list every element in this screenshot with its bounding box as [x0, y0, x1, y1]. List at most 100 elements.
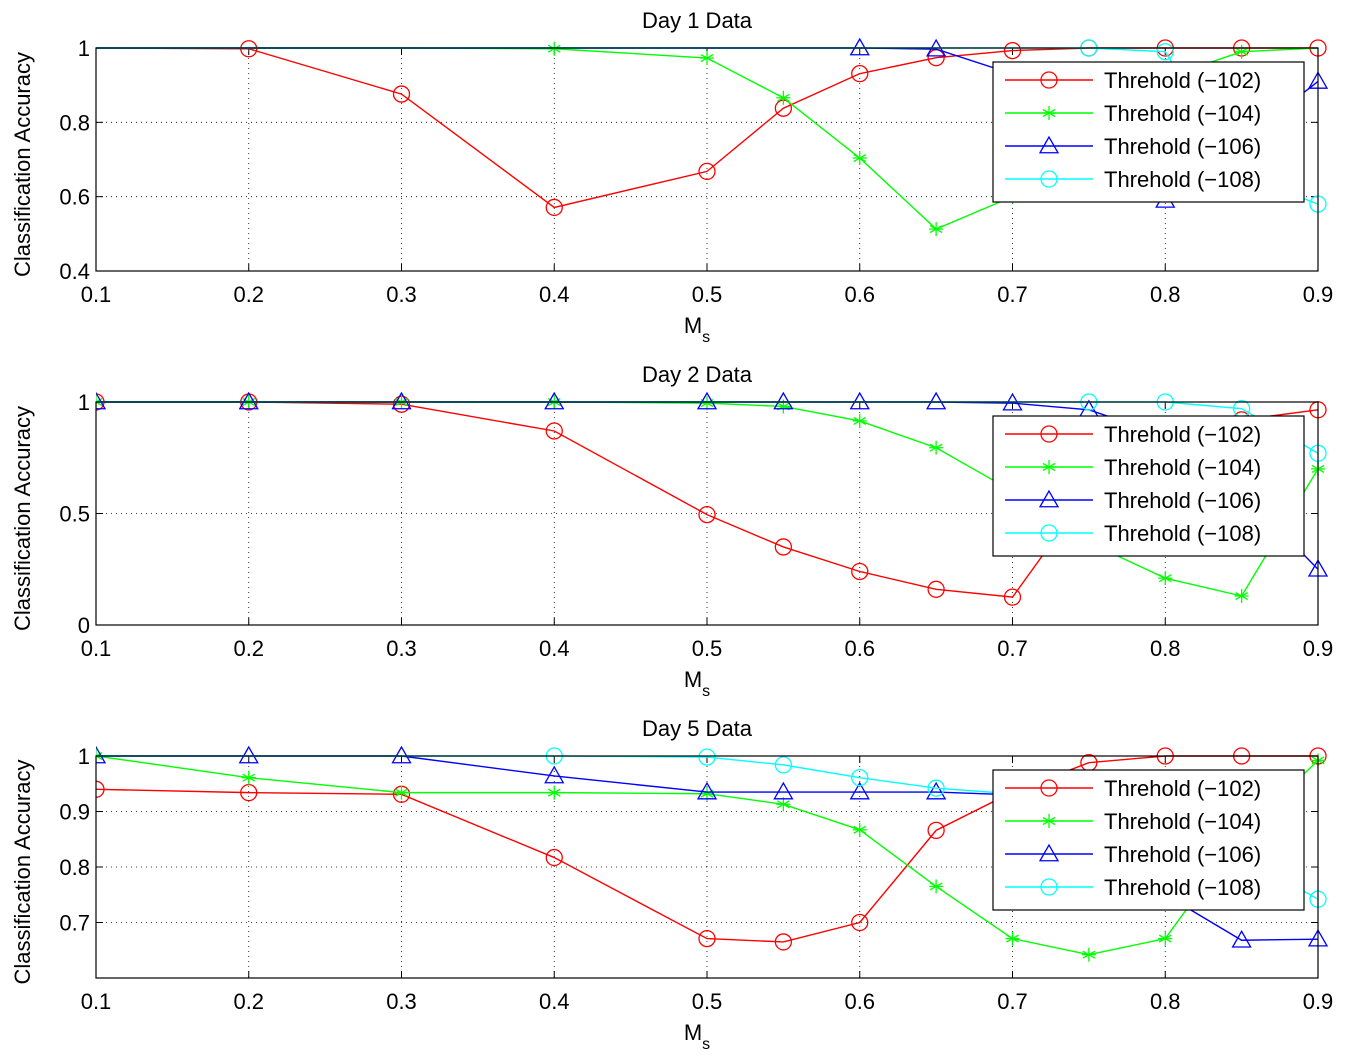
- data-point: [1003, 588, 1022, 606]
- y-tick-label: 0.8: [59, 855, 90, 880]
- data-point: [1003, 41, 1022, 60]
- series-2: [96, 749, 1325, 962]
- data-point: [240, 40, 258, 58]
- y-tick-label: 0.6: [59, 185, 90, 210]
- x-tick-label: 0.9: [1303, 636, 1334, 661]
- x-axis-label-sub: s: [702, 683, 710, 700]
- data-point: [241, 770, 256, 785]
- data-point: [545, 422, 563, 440]
- data-point: [391, 391, 412, 410]
- data-point: [1234, 44, 1249, 59]
- data-point: [698, 505, 716, 524]
- legend-marker: [1040, 425, 1058, 443]
- data-point: [851, 64, 869, 83]
- data-point: [929, 440, 944, 455]
- data-point: [926, 781, 947, 800]
- chart-panel-3: 0.1 0.2 0.3 0.4 0.5 0.6 0.7 0.8 0.9 0.7 0.8 0.9 1 Day…: [10, 716, 1333, 1053]
- y-tick-label: 1: [78, 744, 90, 769]
- data-point: [698, 162, 716, 181]
- x-tick-label: 0.1: [81, 989, 112, 1014]
- legend-label: Threhold (−106): [1104, 842, 1261, 867]
- legend: Threhold (−102) Threhold (−104) Threhold (…: [992, 769, 1305, 911]
- x-tick-label: 0.7: [997, 282, 1028, 307]
- legend-marker: [1038, 135, 1060, 154]
- x-tick-label: 0.3: [386, 282, 417, 307]
- legend-label: Threhold (−104): [1104, 455, 1261, 480]
- axes-frame: [95, 755, 1319, 979]
- legend-marker: [1042, 106, 1056, 120]
- legend-marker: [1040, 524, 1058, 542]
- y-tick-label: 1: [78, 36, 90, 61]
- y-axis-label: Classification Accuracy: [10, 760, 35, 985]
- data-point: [774, 933, 793, 951]
- data-point: [773, 781, 794, 800]
- data-point: [852, 151, 867, 166]
- x-tick-label: 0.8: [1150, 636, 1181, 661]
- x-tick-label: 0.8: [1150, 282, 1181, 307]
- data-point: [773, 391, 794, 410]
- legend-marker: [1042, 460, 1056, 474]
- x-tick-label: 0.6: [844, 989, 875, 1014]
- x-axis-label-main: M: [684, 313, 702, 338]
- legend-label: Threhold (−108): [1104, 875, 1261, 900]
- legend-marker: [1040, 170, 1058, 188]
- x-tick-label: 0.4: [539, 636, 570, 661]
- x-tick-label: 0.3: [386, 636, 417, 661]
- data-point: [851, 913, 869, 932]
- data-point: [774, 538, 793, 556]
- x-tick-label: 0.5: [692, 636, 723, 661]
- legend-label: Threhold (−108): [1104, 167, 1261, 192]
- legend-marker: [1038, 843, 1060, 862]
- x-axis-label: Ms: [684, 313, 710, 346]
- y-tick-label: 0.9: [59, 800, 90, 825]
- legend-label: Threhold (−102): [1104, 776, 1261, 801]
- y-tick-label: 0.4: [59, 259, 90, 284]
- data-point: [391, 745, 412, 764]
- x-axis-label-sub: s: [702, 329, 710, 346]
- data-point: [776, 797, 791, 812]
- data-point: [849, 37, 870, 56]
- x-tick-label: 0.5: [692, 989, 723, 1014]
- x-axis-label: Ms: [684, 667, 710, 700]
- legend-label: Threhold (−104): [1104, 101, 1261, 126]
- x-tick-label: 0.7: [997, 636, 1028, 661]
- legend-label: Threhold (−106): [1104, 488, 1261, 513]
- data-point: [238, 391, 259, 410]
- data-point: [547, 785, 562, 800]
- x-tick-label: 0.6: [844, 282, 875, 307]
- data-point: [852, 413, 867, 428]
- data-point: [545, 848, 563, 867]
- x-tick-label: 0.6: [844, 636, 875, 661]
- data-point: [1081, 947, 1096, 962]
- data-point: [927, 821, 945, 840]
- legend-marker: [1040, 878, 1058, 896]
- data-point: [96, 745, 107, 764]
- x-tick-label: 0.1: [81, 636, 112, 661]
- data-point: [927, 580, 945, 598]
- y-tick-label: 1: [78, 390, 90, 415]
- legend: Threhold (−102) Threhold (−104) Threhold (…: [992, 61, 1305, 203]
- data-point: [545, 198, 563, 217]
- x-axis-label-main: M: [684, 1020, 702, 1045]
- data-point: [927, 779, 945, 797]
- data-point: [1158, 931, 1173, 946]
- x-tick-label: 0.2: [233, 282, 264, 307]
- data-point: [1158, 571, 1173, 586]
- y-tick-label: 0.8: [59, 110, 90, 135]
- x-tick-label: 0.9: [1303, 989, 1334, 1014]
- data-point: [849, 391, 870, 410]
- legend-label: Threhold (−102): [1104, 68, 1261, 93]
- legend-label: Threhold (−106): [1104, 134, 1261, 159]
- axes-frame: [95, 401, 1319, 626]
- data-point: [392, 85, 411, 103]
- x-tick-label: 0.9: [1303, 282, 1334, 307]
- data-point: [698, 748, 716, 766]
- data-point: [96, 780, 105, 798]
- y-axis-label: Classification Accuracy: [10, 52, 35, 277]
- legend-label: Threhold (−104): [1104, 809, 1261, 834]
- data-point: [929, 222, 944, 237]
- y-tick-label: 0.7: [59, 911, 90, 936]
- legend-marker: [1040, 71, 1058, 89]
- data-point: [1231, 929, 1252, 948]
